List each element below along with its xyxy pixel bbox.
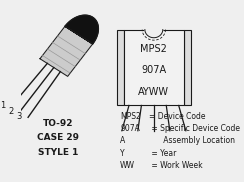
Text: = Year: = Year (149, 149, 176, 158)
Polygon shape (40, 26, 93, 76)
Bar (124, 30, 184, 105)
Text: TO-92: TO-92 (43, 119, 74, 128)
Text: AYWW: AYWW (138, 87, 169, 97)
Text: 907A: 907A (141, 65, 166, 75)
Text: Y: Y (120, 149, 125, 158)
Text: 2: 2 (8, 106, 14, 116)
Text: = Work Week: = Work Week (149, 161, 203, 170)
Polygon shape (65, 15, 98, 44)
Text: CASE 29: CASE 29 (37, 133, 79, 143)
Text: WW: WW (120, 161, 135, 170)
Text: = Specific Device Code: = Specific Device Code (149, 124, 240, 133)
Text: 907A: 907A (120, 124, 140, 133)
Text: MPS2: MPS2 (140, 43, 167, 54)
Text: 1: 1 (0, 101, 5, 110)
Text: MPS2: MPS2 (120, 112, 141, 121)
Text: = Device Code: = Device Code (149, 112, 205, 121)
Bar (184, 30, 191, 105)
Text: Assembly Location: Assembly Location (149, 136, 235, 145)
Text: STYLE 1: STYLE 1 (38, 148, 79, 157)
Bar (117, 30, 124, 105)
Polygon shape (145, 30, 163, 38)
Text: A: A (120, 136, 125, 145)
Text: 3: 3 (17, 112, 22, 121)
